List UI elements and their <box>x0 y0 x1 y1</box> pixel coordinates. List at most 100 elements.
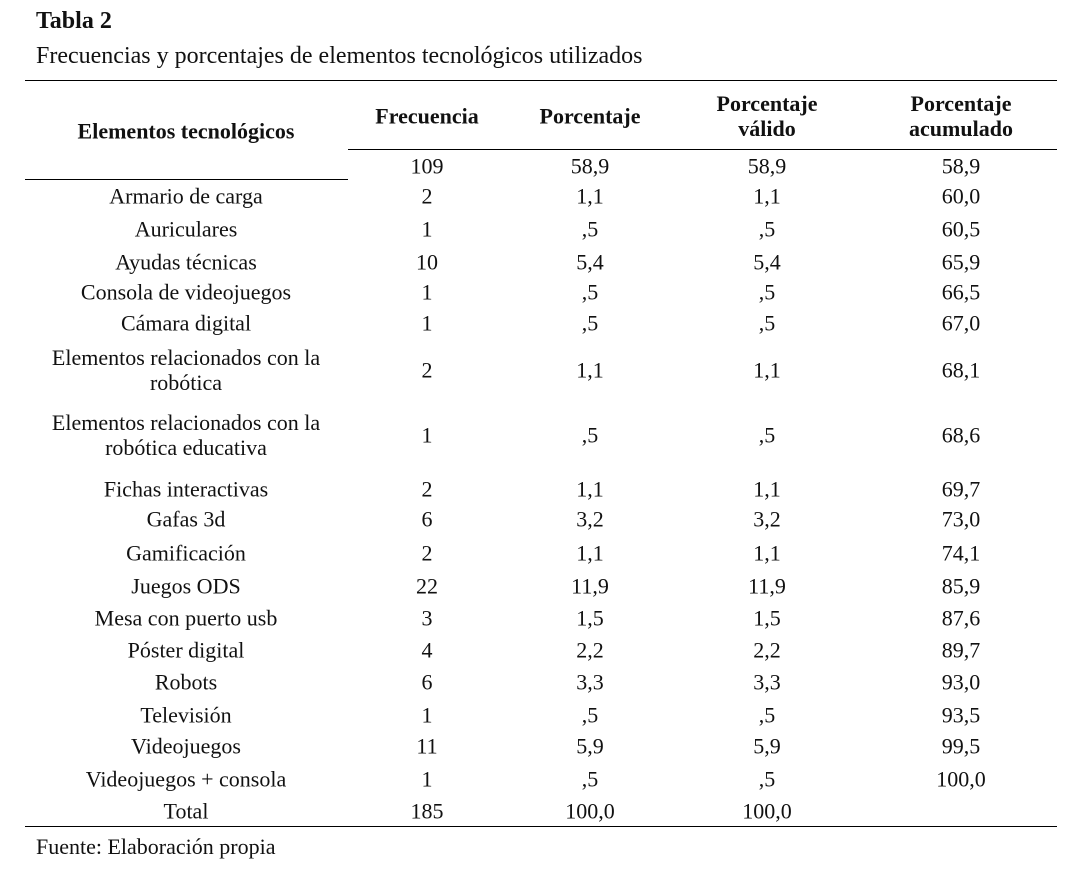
cell-value: 68,1 <box>941 357 981 383</box>
cell-value: 2,2 <box>753 637 781 663</box>
cell-value: 1,1 <box>753 540 781 566</box>
cell-value: 10 <box>416 249 438 275</box>
cell-value: 1,1 <box>576 183 604 209</box>
cell-value: 58,9 <box>941 153 981 179</box>
cell-value: 5,9 <box>753 733 781 759</box>
row-label: Total <box>163 798 209 824</box>
table-footer: Fuente: Elaboración propia <box>36 834 276 859</box>
cell-value: 58,9 <box>570 153 610 179</box>
row-label: Consola de videojuegos <box>80 279 292 305</box>
cell-value: 93,0 <box>941 669 981 695</box>
cell-value: 73,0 <box>941 506 981 532</box>
cell-value: 5,9 <box>576 733 604 759</box>
cell-value: 65,9 <box>941 249 981 275</box>
cell-value: 1,1 <box>576 476 604 502</box>
cell-value: 3,2 <box>576 506 604 532</box>
cell-value: 1 <box>421 766 433 792</box>
row-label: Robots <box>154 669 218 695</box>
cell-value: 60,5 <box>941 216 981 242</box>
column-header: Frecuencia <box>375 103 479 129</box>
cell-value: 22 <box>416 573 438 599</box>
row-label: Televisión <box>140 702 232 728</box>
cell-value: 100,0 <box>565 798 615 824</box>
cell-value: 1,5 <box>576 605 604 631</box>
cell-value: 6 <box>421 669 433 695</box>
cell-value: 58,9 <box>747 153 787 179</box>
cell-value: 66,5 <box>941 279 981 305</box>
row-label: Cámara digital <box>120 310 252 336</box>
cell-value: 99,5 <box>941 733 981 759</box>
cell-value: 11,9 <box>571 573 609 599</box>
cell-value: 74,1 <box>941 540 981 566</box>
cell-value: 2 <box>421 476 433 502</box>
cell-value: 1 <box>421 216 433 242</box>
label-rule <box>25 179 348 180</box>
cell-value: 5,4 <box>753 249 781 275</box>
column-header: Porcentaje <box>539 103 641 129</box>
row-label: Videojuegos <box>131 733 241 759</box>
row-label: Elementos relacionados con la robótica e… <box>51 410 321 460</box>
table-subtitle: Frecuencias y porcentajes de elementos t… <box>36 43 643 69</box>
row-label: Ayudas técnicas <box>115 249 257 275</box>
cell-value: 93,5 <box>941 702 981 728</box>
cell-value: 3,3 <box>576 669 604 695</box>
row-label: Armario de carga <box>109 183 263 209</box>
cell-value: 2,2 <box>576 637 604 663</box>
cell-value: 11 <box>416 733 438 759</box>
top-rule <box>25 80 1057 81</box>
cell-value: 185 <box>410 798 444 824</box>
row-label: Auriculares <box>134 216 238 242</box>
cell-value: 2 <box>421 183 433 209</box>
row-label: Póster digital <box>127 637 245 663</box>
cell-value: ,5 <box>758 766 776 792</box>
cell-value: 1,1 <box>753 357 781 383</box>
cell-value: ,5 <box>758 310 776 336</box>
cell-value: 1,1 <box>576 357 604 383</box>
cell-value: ,5 <box>581 422 599 448</box>
column-header: Porcentaje acumulado <box>909 91 1013 141</box>
column-header: Elementos tecnológicos <box>77 118 295 144</box>
cell-value: 4 <box>421 637 433 663</box>
cell-value: 100,0 <box>742 798 792 824</box>
cell-value: ,5 <box>758 422 776 448</box>
row-label: Juegos ODS <box>131 573 241 599</box>
cell-value: 1,1 <box>753 476 781 502</box>
cell-value: 2 <box>421 357 433 383</box>
cell-value: 6 <box>421 506 433 532</box>
cell-value: ,5 <box>581 279 599 305</box>
cell-value: 1,5 <box>753 605 781 631</box>
cell-value: 1 <box>421 422 433 448</box>
cell-value: ,5 <box>581 216 599 242</box>
row-label: Gamificación <box>126 540 246 566</box>
cell-value: 100,0 <box>936 766 986 792</box>
cell-value: 67,0 <box>941 310 981 336</box>
cell-value: ,5 <box>581 766 599 792</box>
cell-value: ,5 <box>758 216 776 242</box>
cell-value: 69,7 <box>941 476 981 502</box>
cell-value: 3 <box>421 605 433 631</box>
cell-value: 5,4 <box>576 249 604 275</box>
row-label: Gafas 3d <box>146 506 226 532</box>
cell-value: 3,3 <box>753 669 781 695</box>
cell-value: 1 <box>421 702 433 728</box>
cell-value: 68,6 <box>941 422 981 448</box>
table-title: Tabla 2 <box>36 8 112 34</box>
cell-value: 109 <box>410 153 444 179</box>
cell-value: 1 <box>421 310 433 336</box>
cell-value: 89,7 <box>941 637 981 663</box>
header-rule <box>348 149 1057 150</box>
cell-value: 85,9 <box>941 573 981 599</box>
cell-value: 3,2 <box>753 506 781 532</box>
bottom-rule <box>25 826 1057 827</box>
cell-value: ,5 <box>581 310 599 336</box>
row-label: Videojuegos + consola <box>85 766 287 792</box>
cell-value: 11,9 <box>748 573 786 599</box>
cell-value: 60,0 <box>941 183 981 209</box>
cell-value: 87,6 <box>941 605 981 631</box>
cell-value: ,5 <box>581 702 599 728</box>
cell-value: 1,1 <box>576 540 604 566</box>
cell-value: 2 <box>421 540 433 566</box>
row-label: Fichas interactivas <box>103 476 269 502</box>
cell-value: ,5 <box>758 279 776 305</box>
